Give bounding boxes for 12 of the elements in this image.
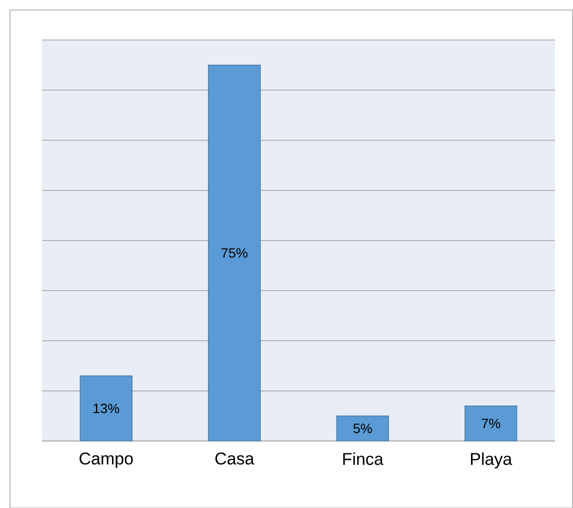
x-tick-label: Finca xyxy=(343,452,384,465)
bar xyxy=(208,64,261,442)
data-label: 5% xyxy=(353,424,372,434)
data-label: 75% xyxy=(222,248,248,258)
bar xyxy=(464,405,518,442)
bar xyxy=(336,415,389,442)
bar xyxy=(80,375,132,442)
x-tick-label: Campo xyxy=(80,452,133,468)
x-tick-label: Casa xyxy=(215,452,254,464)
x-tick-label: Playa xyxy=(471,452,512,468)
data-label: 13% xyxy=(94,403,120,413)
data-label: 7% xyxy=(482,418,500,428)
